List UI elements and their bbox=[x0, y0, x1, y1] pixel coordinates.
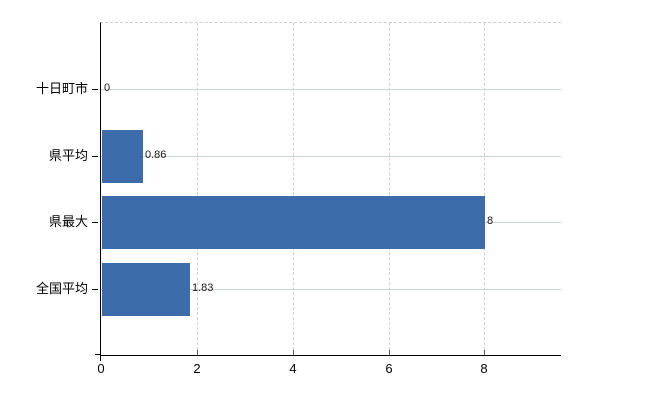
h-gridline bbox=[101, 289, 561, 290]
category-label: 全国平均 bbox=[35, 281, 88, 296]
x-tick-mark bbox=[197, 350, 198, 355]
h-gridline bbox=[101, 156, 561, 157]
bar bbox=[102, 130, 143, 183]
bar bbox=[102, 263, 190, 316]
x-tick-mark bbox=[389, 350, 390, 355]
category-label: 十日町市 bbox=[35, 81, 88, 96]
x-tick-mark bbox=[293, 350, 294, 355]
x-tick-label: 6 bbox=[385, 361, 393, 376]
y-tick-mark bbox=[92, 222, 98, 223]
value-label: 0 bbox=[104, 82, 111, 94]
bar bbox=[102, 196, 485, 249]
x-tick-mark bbox=[484, 350, 485, 355]
y-axis-origin-tick bbox=[95, 354, 100, 355]
value-label: 0.86 bbox=[145, 149, 167, 161]
h-gridline bbox=[101, 89, 561, 90]
y-tick-mark bbox=[92, 156, 98, 157]
category-label: 県最大 bbox=[48, 214, 88, 229]
y-tick-mark bbox=[92, 289, 98, 290]
v-gridline bbox=[197, 23, 198, 355]
y-tick-mark bbox=[92, 89, 98, 90]
v-gridline bbox=[293, 23, 294, 355]
x-tick-label: 0 bbox=[97, 361, 105, 376]
value-label: 1.83 bbox=[192, 282, 214, 294]
v-gridline bbox=[389, 23, 390, 355]
x-tick-label: 8 bbox=[480, 361, 488, 376]
x-tick-label: 2 bbox=[193, 361, 201, 376]
value-label: 8 bbox=[487, 215, 494, 227]
x-tick-label: 4 bbox=[289, 361, 297, 376]
plot-area: 0 0.86 8 1.83 bbox=[100, 22, 561, 356]
x-axis-origin-tick bbox=[100, 355, 101, 361]
v-gridline bbox=[484, 23, 485, 355]
category-label: 県平均 bbox=[48, 148, 88, 163]
